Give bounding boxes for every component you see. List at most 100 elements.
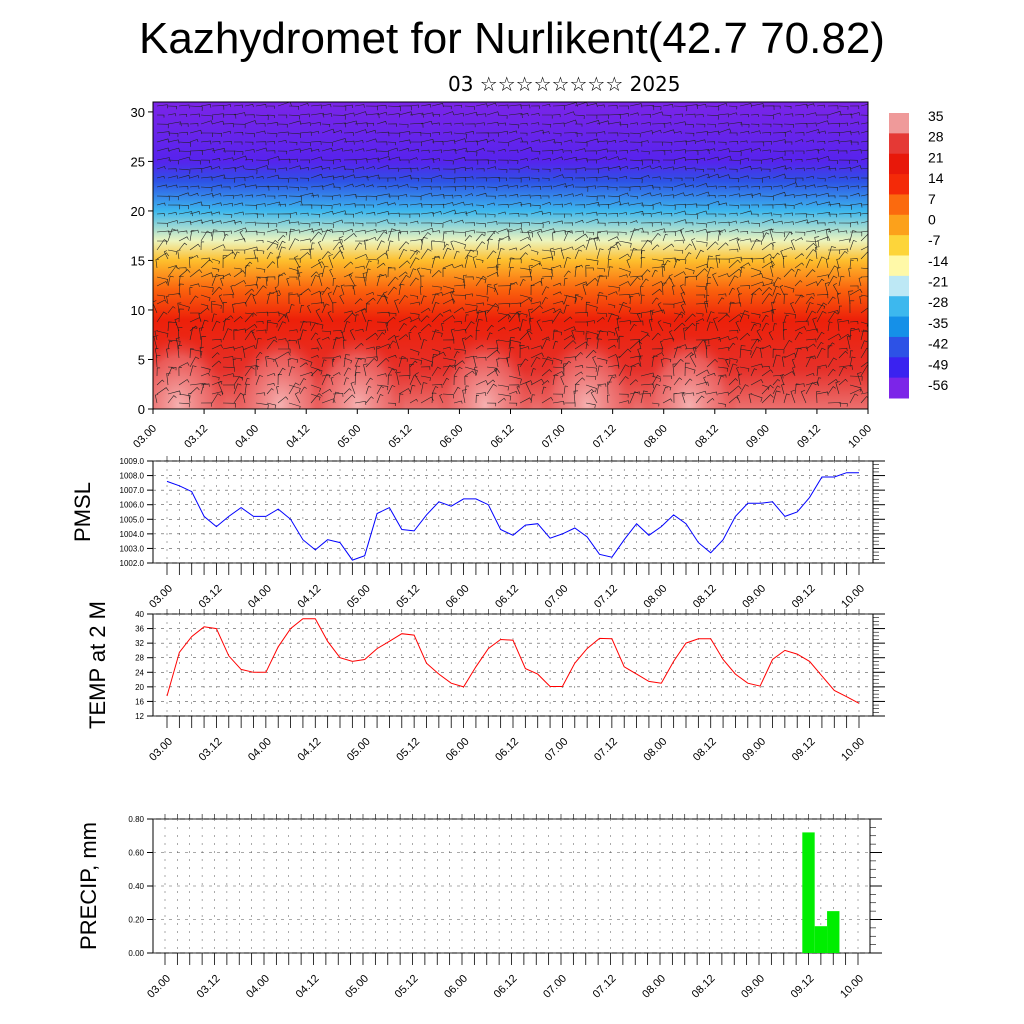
colorbar-label: -56 (928, 377, 948, 393)
x-tick-label: 10.00 (839, 736, 867, 764)
chart-subtitle: 03 ☆☆☆☆☆☆☆☆ 2025 (448, 72, 681, 96)
x-tick-label: 06.12 (493, 736, 521, 764)
colorbar-label: -28 (928, 294, 948, 310)
x-tick-label: 09.12 (790, 736, 818, 764)
warm-cells (153, 335, 738, 409)
chart-title: Kazhydromet for Nurlikent(42.7 70.82) (139, 14, 885, 63)
colorbar-swatch (889, 133, 909, 155)
x-tick-label: 05.12 (387, 423, 415, 451)
x-tick-label: 06.00 (444, 736, 472, 764)
x-tick-label: 07.00 (543, 583, 571, 611)
x-tick-label: 07.00 (540, 423, 568, 451)
x-tick-label: 09.00 (740, 736, 768, 764)
x-tick-label: 05.00 (343, 973, 371, 1001)
y-tick-label: 0 (138, 402, 145, 417)
warm-cell (436, 335, 533, 409)
x-tick-label: 05.12 (394, 583, 422, 611)
y-tick-label: 32 (135, 639, 144, 648)
warm-cell (153, 335, 227, 409)
y-tick-label: 20 (131, 204, 145, 219)
x-tick-label: 05.12 (394, 736, 422, 764)
warm-cell (539, 335, 636, 409)
y-tick-label: 15 (131, 253, 145, 268)
x-tick-label: 06.00 (438, 423, 466, 451)
x-tick-label: 08.00 (642, 423, 670, 451)
x-tick-label: 08.12 (693, 423, 721, 451)
x-tick-label: 06.12 (493, 583, 521, 611)
x-tick-label: 07.12 (592, 736, 620, 764)
y-tick-label: 40 (135, 610, 144, 619)
x-tick-label: 07.12 (591, 973, 619, 1001)
x-tick-label: 09.12 (789, 973, 817, 1001)
colorbar-swatch (889, 255, 909, 277)
panel-line: 12 16 20 24 28 32 36 40 03.00 03.12 04.00 04.12 05.0… (85, 601, 885, 764)
x-tick-label: 08.00 (640, 973, 668, 1001)
y-tick-label: 30 (131, 105, 145, 120)
x-tick-label: 08.12 (691, 736, 719, 764)
x-tick-label: 08.00 (641, 736, 669, 764)
colorbar-swatch (889, 235, 909, 256)
x-tick-label: 09.00 (744, 423, 772, 451)
x-tick-label: 03.12 (197, 736, 225, 764)
panel-frame (152, 613, 874, 717)
colorbar-label: 28 (928, 129, 944, 145)
x-tick-label: 04.00 (244, 973, 272, 1001)
x-tick-label: 05.00 (345, 583, 373, 611)
colorbar-swatch (889, 377, 909, 399)
colorbar-swatch (889, 275, 909, 297)
x-tick-label: 09.00 (739, 973, 767, 1001)
precip-bar (802, 832, 815, 953)
y-tick-label: 1008.0 (120, 472, 145, 481)
y-tick-label: 1002.0 (120, 559, 145, 568)
y-tick-label: 0.20 (128, 916, 144, 925)
y-tick-label: 12 (135, 712, 144, 721)
y-tick-label: 1003.0 (120, 544, 145, 553)
x-tick-label: 09.00 (740, 583, 768, 611)
y-tick-label: 36 (135, 625, 144, 634)
x-tick-label: 08.12 (691, 583, 719, 611)
warm-cell (641, 335, 738, 409)
x-tick-label: 10.00 (839, 583, 867, 611)
x-tick-label: 07.00 (541, 973, 569, 1001)
colorbar-swatch (889, 316, 909, 338)
x-tick-label: 04.00 (246, 736, 274, 764)
colorbar-swatch (889, 153, 909, 175)
colorbar-swatch (889, 194, 909, 216)
x-tick-label: 04.00 (233, 423, 261, 451)
x-tick-label: 04.12 (295, 583, 323, 611)
warm-cell (309, 335, 406, 409)
y-axis-title: TEMP at 2 M (85, 601, 110, 729)
x-tick-label: 06.12 (492, 973, 520, 1001)
x-tick-label: 03.12 (182, 423, 210, 451)
colorbar-label: -14 (928, 253, 948, 269)
x-tick-label: 10.00 (846, 423, 874, 451)
y-tick-label: 1006.0 (120, 501, 145, 510)
x-tick-label: 09.12 (795, 423, 823, 451)
y-tick-label: 0.00 (128, 949, 144, 958)
colorbar-swatch (889, 174, 909, 195)
y-tick-label: 1005.0 (120, 515, 145, 524)
x-tick-label: 03.00 (145, 973, 173, 1001)
series-line (166, 618, 860, 704)
y-axis-title: PMSL (70, 482, 95, 542)
x-tick-label: 06.12 (489, 423, 517, 451)
y-tick-label: 20 (135, 683, 144, 692)
colorbar-label: -35 (928, 315, 948, 331)
x-tick-label: 03.00 (147, 736, 175, 764)
x-tick-label: 04.12 (295, 736, 323, 764)
x-tick-label: 06.00 (442, 973, 470, 1001)
colorbar-label: 0 (928, 211, 936, 227)
colorbar-label: -49 (928, 356, 948, 372)
x-tick-label: 04.12 (284, 423, 312, 451)
y-tick-label: 5 (138, 352, 145, 367)
y-tick-label: 0.80 (128, 815, 144, 824)
x-tick-label: 07.00 (543, 736, 571, 764)
colorbar-swatch (889, 214, 909, 236)
y-tick-label: 1009.0 (120, 457, 145, 466)
y-tick-label: 24 (135, 668, 144, 677)
y-axis-title: PRECIP, mm (76, 822, 101, 950)
y-tick-label: 1007.0 (120, 486, 145, 495)
colorbar-label: 21 (928, 149, 944, 165)
y-tick-label: 28 (135, 654, 144, 663)
colorbar-swatch (889, 357, 909, 379)
